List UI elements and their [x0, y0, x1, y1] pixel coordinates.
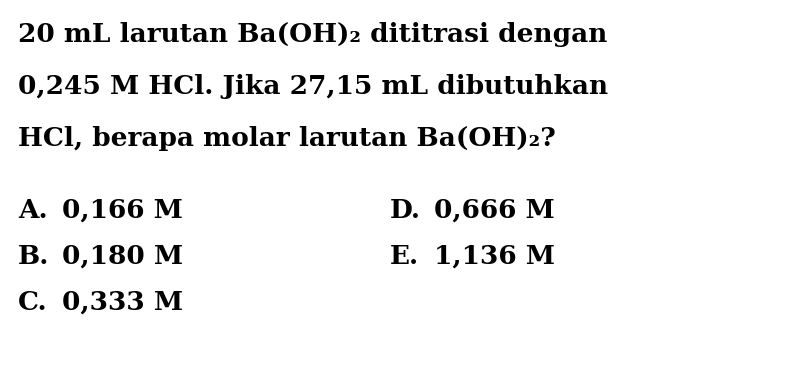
Text: A.: A. [18, 198, 47, 223]
Text: D.: D. [390, 198, 421, 223]
Text: 0,180 M: 0,180 M [62, 244, 183, 269]
Text: C.: C. [18, 290, 47, 315]
Text: 1,136 M: 1,136 M [434, 244, 555, 269]
Text: 0,166 M: 0,166 M [62, 198, 183, 223]
Text: 20 mL larutan Ba(OH)₂ dititrasi dengan: 20 mL larutan Ba(OH)₂ dititrasi dengan [18, 22, 608, 47]
Text: 0,245 M HCl. Jika 27,15 mL dibutuhkan: 0,245 M HCl. Jika 27,15 mL dibutuhkan [18, 74, 608, 99]
Text: 0,666 M: 0,666 M [434, 198, 555, 223]
Text: 0,333 M: 0,333 M [62, 290, 183, 315]
Text: B.: B. [18, 244, 50, 269]
Text: E.: E. [390, 244, 419, 269]
Text: HCl, berapa molar larutan Ba(OH)₂?: HCl, berapa molar larutan Ba(OH)₂? [18, 126, 556, 151]
